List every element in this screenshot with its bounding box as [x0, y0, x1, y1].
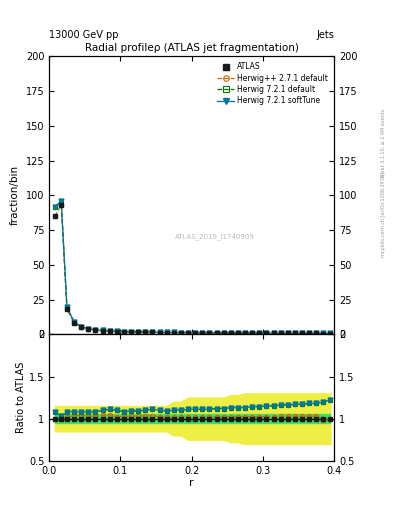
X-axis label: r: r — [189, 478, 194, 488]
Y-axis label: Ratio to ATLAS: Ratio to ATLAS — [16, 362, 26, 433]
Text: ATLAS_2019_I1740909: ATLAS_2019_I1740909 — [174, 233, 254, 241]
Text: 13000 GeV pp: 13000 GeV pp — [49, 30, 119, 39]
Text: Jets: Jets — [316, 30, 334, 39]
Title: Radial profileρ (ATLAS jet fragmentation): Radial profileρ (ATLAS jet fragmentation… — [84, 43, 299, 53]
Legend: ATLAS, Herwig++ 2.7.1 default, Herwig 7.2.1 default, Herwig 7.2.1 softTune: ATLAS, Herwig++ 2.7.1 default, Herwig 7.… — [215, 60, 330, 108]
Text: Rivet 3.1.10, ≥ 2.4M events: Rivet 3.1.10, ≥ 2.4M events — [381, 109, 386, 178]
Text: mcplots.cern.ch [arXiv:1306.3436]: mcplots.cern.ch [arXiv:1306.3436] — [381, 173, 386, 258]
Y-axis label: fraction/bin: fraction/bin — [10, 165, 20, 225]
